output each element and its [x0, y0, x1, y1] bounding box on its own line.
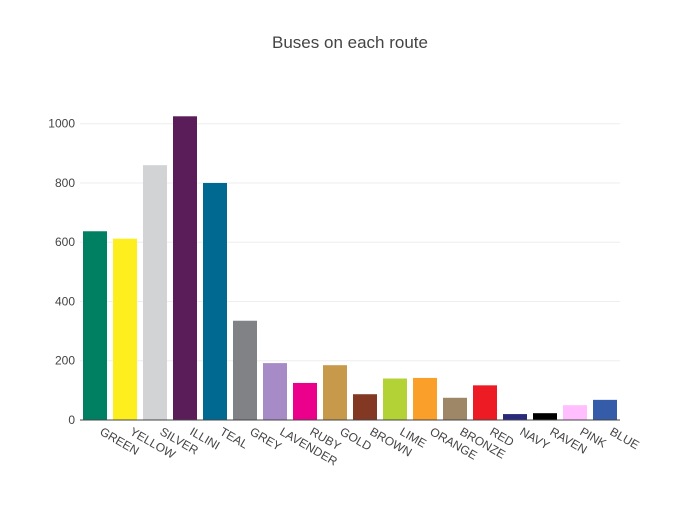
bar: [233, 320, 257, 420]
y-tick-label: 600: [55, 235, 75, 249]
y-tick-label: 400: [55, 294, 75, 308]
bar: [413, 377, 437, 420]
bar: [563, 405, 587, 420]
x-tick-label: TEAL: [218, 424, 251, 451]
bar: [383, 378, 407, 420]
bar: [83, 231, 107, 420]
y-tick-label: 800: [55, 176, 75, 190]
chart-title: Buses on each route: [272, 33, 428, 52]
bar: [533, 413, 557, 420]
y-tick-label: 0: [68, 413, 75, 427]
bar: [323, 365, 347, 420]
bar: [173, 116, 197, 420]
x-tick-label: NAVY: [518, 424, 553, 452]
bar: [293, 382, 317, 420]
bar: [593, 399, 617, 420]
bar: [473, 385, 497, 420]
x-tick-label: BLUE: [608, 424, 642, 452]
x-tick-label: GREY: [248, 424, 284, 453]
bar: [443, 397, 467, 420]
bar: [353, 394, 377, 420]
x-tick-label: GOLD: [338, 424, 375, 453]
bar: [113, 238, 137, 420]
y-tick-label: 200: [55, 354, 75, 368]
bar: [203, 182, 227, 420]
bar: [263, 363, 287, 420]
y-tick-label: 1000: [48, 117, 75, 131]
bar: [143, 165, 167, 420]
bar: [503, 414, 527, 420]
